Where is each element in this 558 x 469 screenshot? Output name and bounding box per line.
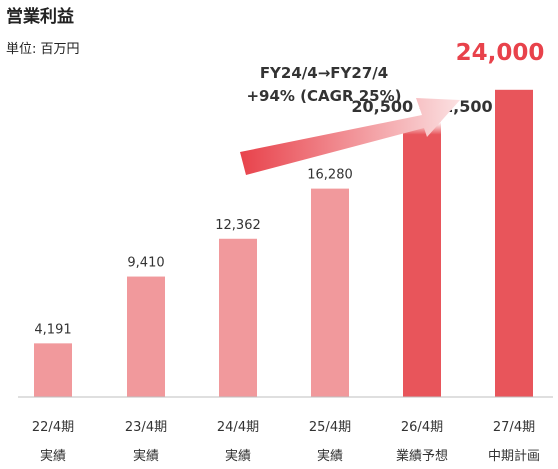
bars-group bbox=[34, 89, 533, 398]
growth-arrow bbox=[240, 98, 460, 175]
value-label-22/4期: 4,191 bbox=[34, 322, 71, 337]
unit-label: 単位: 百万円 bbox=[6, 41, 80, 57]
category-sublabel: 実績 bbox=[317, 448, 343, 464]
bar-25/4期 bbox=[311, 188, 349, 397]
category-label: 27/4期 bbox=[493, 420, 535, 435]
category-label: 26/4期 bbox=[401, 420, 443, 435]
bar-24/4期 bbox=[219, 238, 257, 397]
category-sublabel: 実績 bbox=[133, 448, 159, 464]
category-label: 24/4期 bbox=[217, 420, 259, 435]
bar-27/4期 bbox=[495, 89, 533, 398]
category-label: 23/4期 bbox=[125, 420, 167, 435]
bar-26/4期 bbox=[403, 121, 441, 398]
chart-title: 営業利益 bbox=[6, 6, 74, 27]
value-label-24/4期: 12,362 bbox=[215, 218, 261, 233]
category-sublabel: 業績予想 bbox=[396, 448, 448, 464]
bar-22/4期 bbox=[34, 343, 72, 397]
category-sublabel: 中期計画 bbox=[488, 448, 540, 464]
annotation-growth: +94% (CAGR 25%) bbox=[246, 87, 401, 105]
value-label-23/4期: 9,410 bbox=[127, 256, 164, 271]
category-label: 25/4期 bbox=[309, 420, 351, 435]
value-label-25/4期: 16,280 bbox=[307, 168, 353, 183]
annotation-period: FY24/4→FY27/4 bbox=[260, 64, 388, 82]
value-label-27/4期: 24,000 bbox=[456, 40, 545, 66]
category-sublabel: 実績 bbox=[225, 448, 251, 464]
category-label: 22/4期 bbox=[32, 420, 74, 435]
bar-23/4期 bbox=[127, 276, 165, 397]
category-sublabel: 実績 bbox=[40, 448, 66, 464]
